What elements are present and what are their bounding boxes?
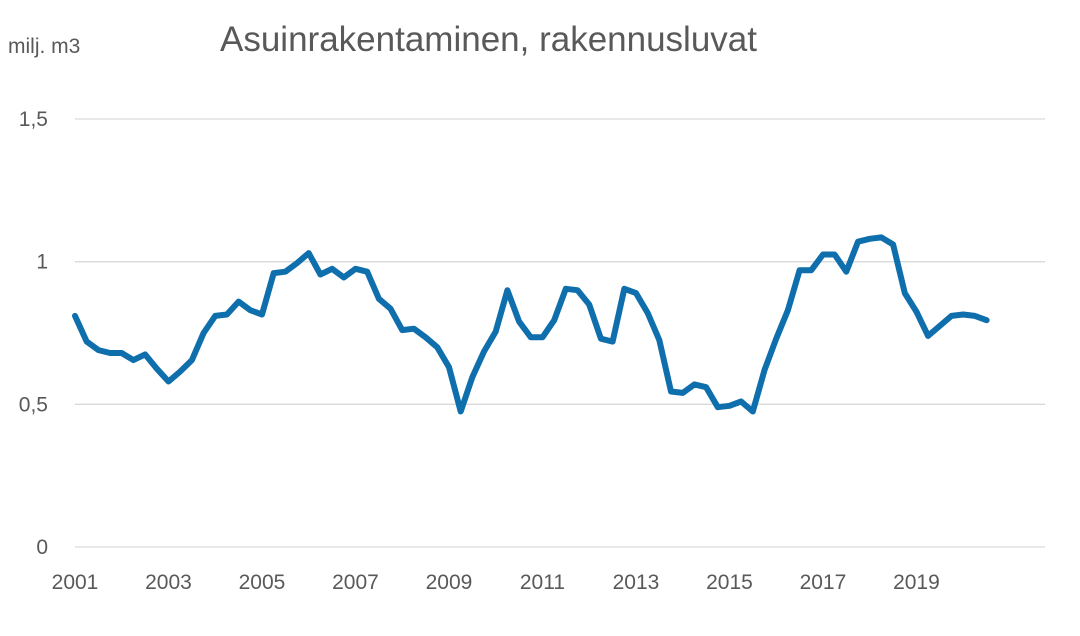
x-tick-label: 2015 (706, 571, 753, 594)
x-tick-label: 2009 (426, 571, 473, 594)
x-tick-label: 2011 (520, 571, 565, 594)
x-tick-label: 2017 (800, 571, 847, 594)
y-tick-label: 0 (36, 536, 48, 559)
y-axis-unit-label: milj. m3 (8, 35, 81, 58)
x-tick-label: 2005 (239, 571, 286, 594)
series-line (72, 234, 990, 415)
x-tick-label: 2007 (332, 571, 379, 594)
y-tick-label: 1,5 (19, 108, 48, 131)
x-tick-label: 2019 (893, 571, 940, 594)
x-tick-label: 2013 (613, 571, 660, 594)
chart-title: Asuinrakentaminen, rakennusluvat (220, 20, 757, 59)
y-tick-label: 1 (36, 251, 48, 274)
x-tick-label: 2001 (52, 571, 99, 594)
y-tick-label: 0,5 (19, 393, 48, 416)
x-tick-label: 2003 (145, 571, 192, 594)
